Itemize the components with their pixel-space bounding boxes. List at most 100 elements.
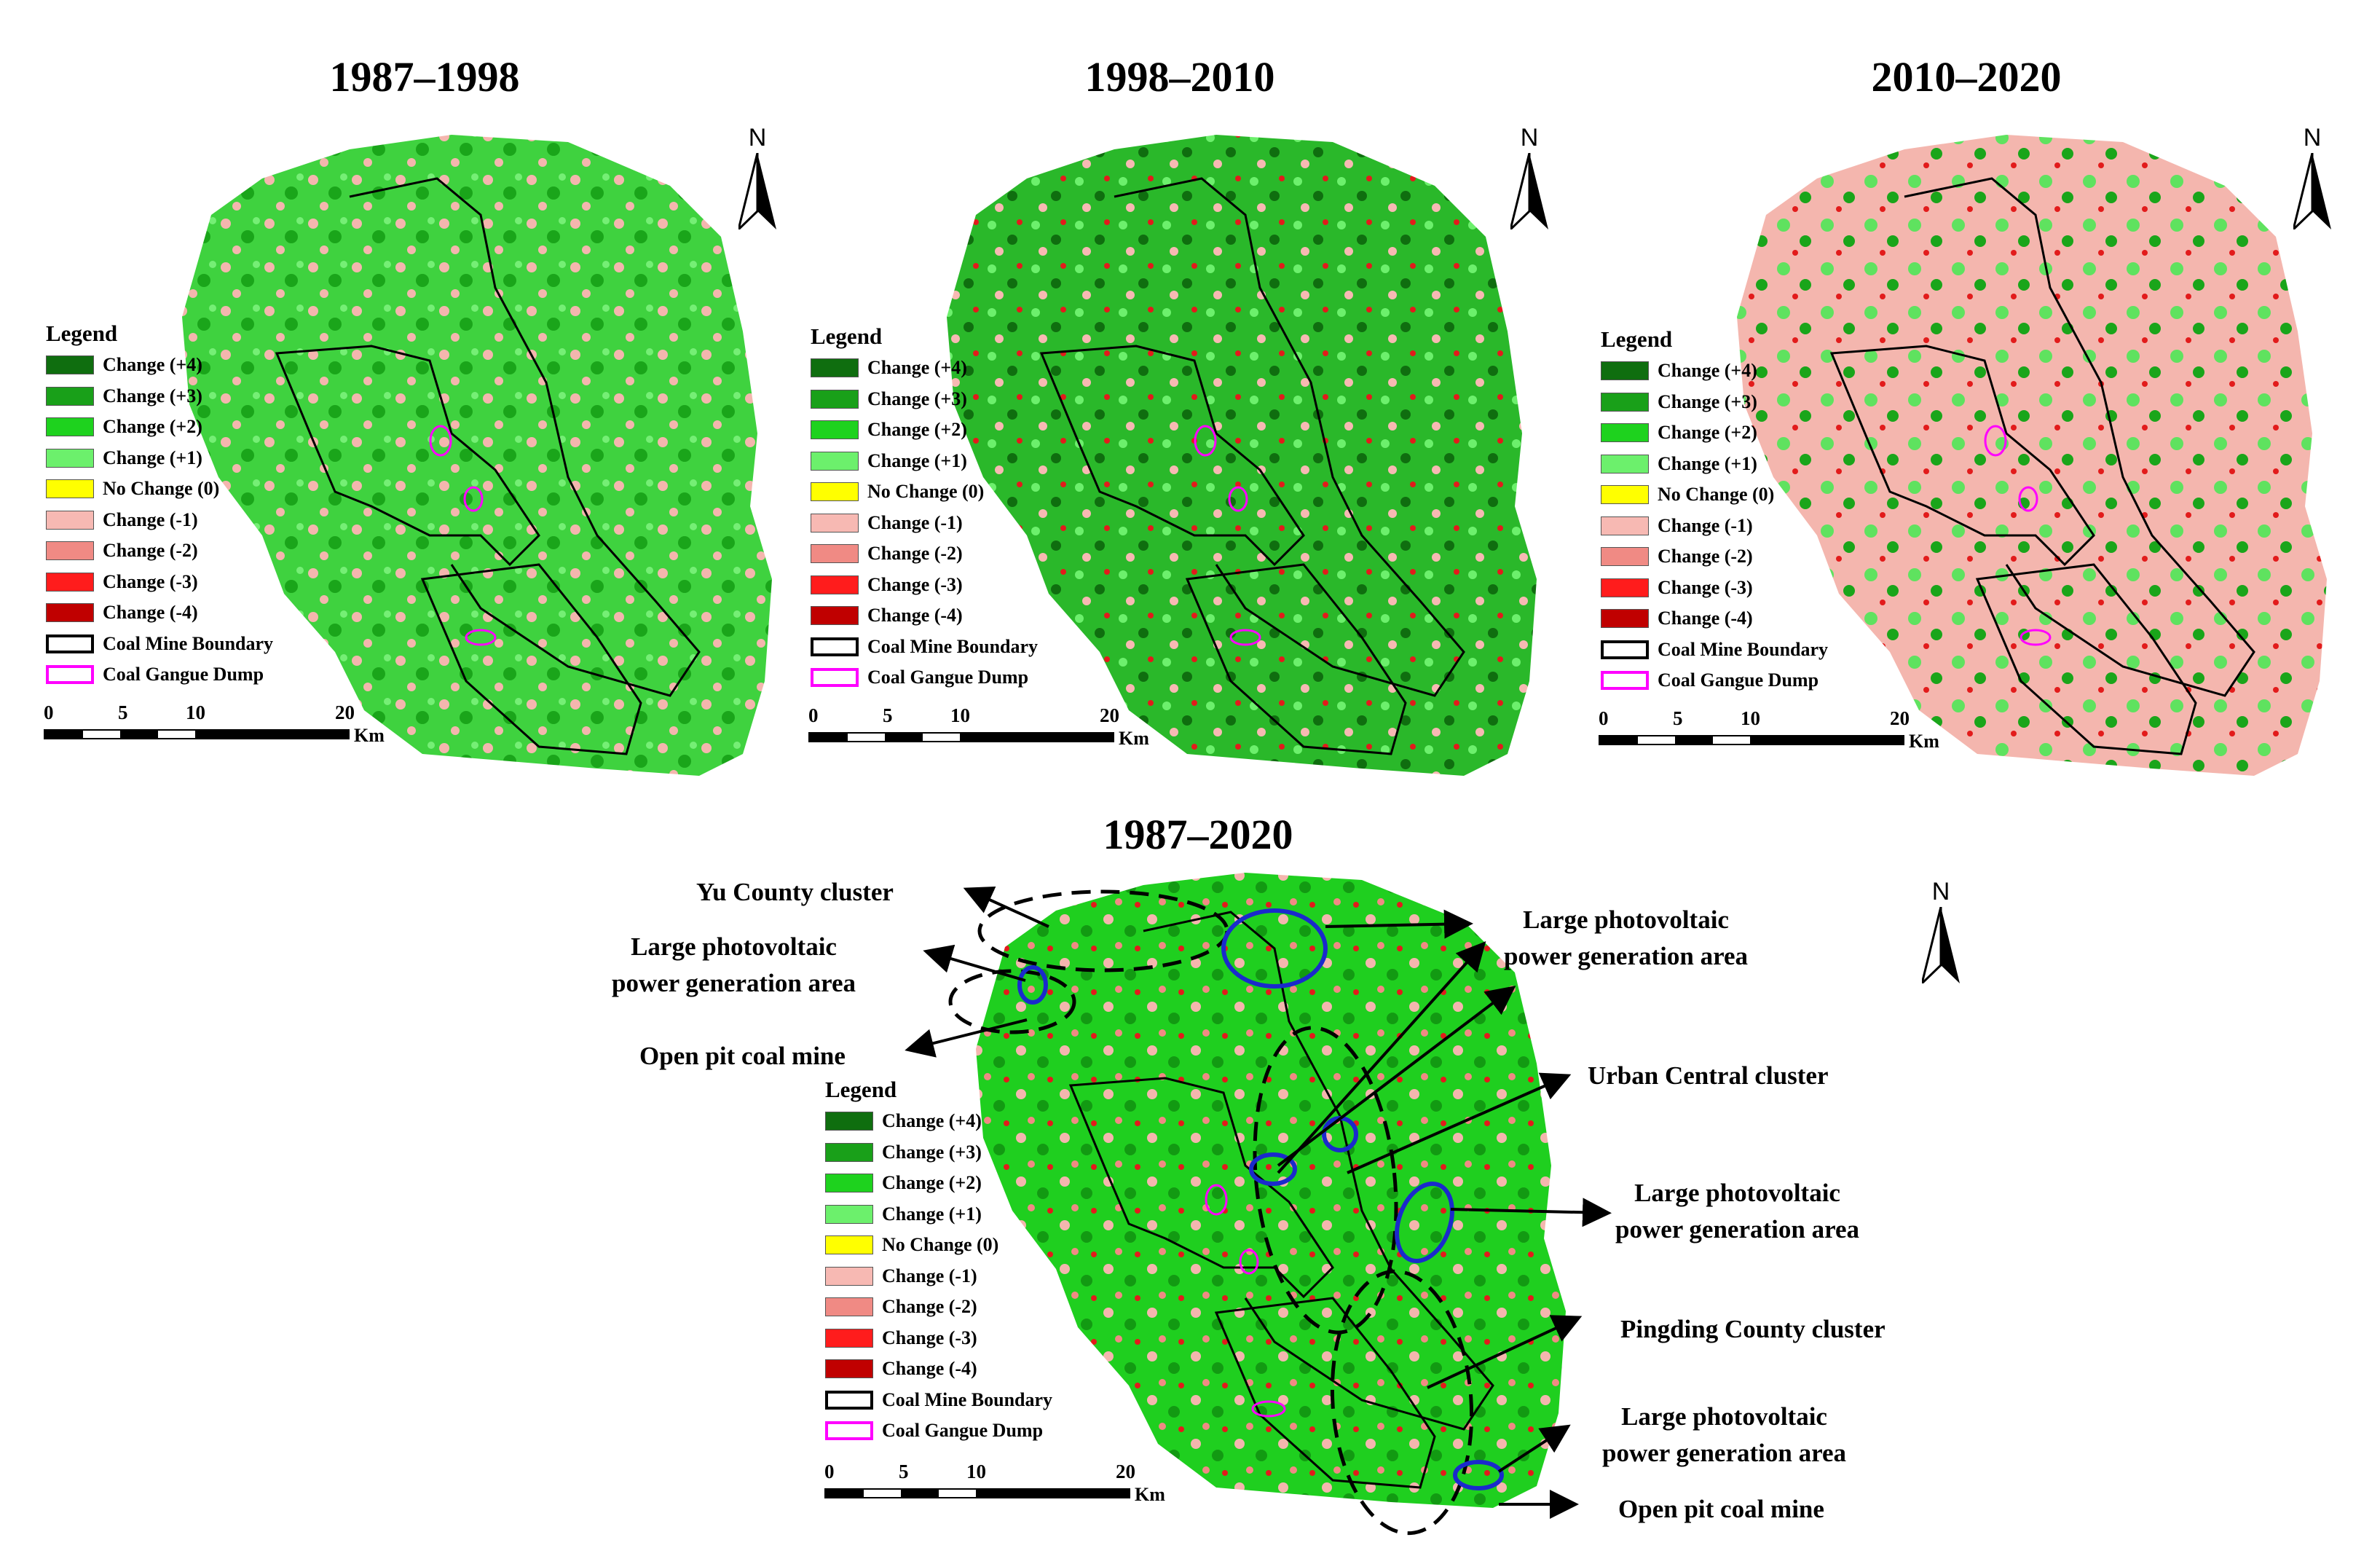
legend-swatch bbox=[1601, 361, 1649, 381]
legend-item: Change (-4) bbox=[1601, 603, 1907, 634]
legend-item: Coal Mine Boundary bbox=[46, 629, 352, 660]
annotation-urban-central: Urban Central cluster bbox=[1588, 1061, 1829, 1090]
annotation-open-pit-left: Open pit coal mine bbox=[639, 1042, 846, 1070]
legend-label: Change (+4) bbox=[103, 354, 202, 376]
annotation-pv-mid-right-line1: Large photovoltaic bbox=[1634, 1179, 1840, 1207]
legend-label: Change (-2) bbox=[103, 540, 198, 562]
legend-item: Change (-1) bbox=[1601, 511, 1907, 542]
scale-unit: Km bbox=[354, 725, 385, 746]
legend-swatch bbox=[46, 417, 94, 437]
north-arrow-icon bbox=[2293, 153, 2331, 229]
legend-label: Change (-4) bbox=[867, 605, 963, 626]
panel-title-2: 1998–2010 bbox=[1084, 53, 1275, 101]
legend-label: Change (+1) bbox=[867, 449, 967, 471]
scale-segment bbox=[1750, 736, 1903, 744]
legend-label: Coal Gangue Dump bbox=[867, 667, 1029, 688]
legend-label: Change (-3) bbox=[1658, 576, 1753, 598]
legend-swatch bbox=[1601, 547, 1649, 567]
legend-item: No Change (0) bbox=[1601, 479, 1907, 511]
legend-swatch bbox=[811, 451, 859, 471]
scale-segment bbox=[1712, 736, 1750, 744]
scale-tick-label: 10 bbox=[186, 702, 205, 723]
scale-unit: Km bbox=[1909, 731, 1939, 752]
scale-tick-label: 5 bbox=[1673, 707, 1683, 729]
annotation-pv-bottom-right: Large photovoltaic power generation area bbox=[1602, 1399, 1846, 1471]
legend-swatch bbox=[825, 1390, 873, 1410]
legend-item: Coal Mine Boundary bbox=[825, 1385, 1131, 1416]
scale-tick-label: 0 bbox=[1599, 707, 1609, 729]
scale-segment bbox=[1637, 736, 1675, 744]
annotation-pv-mid-right-line2: power generation area bbox=[1615, 1215, 1860, 1243]
legend-label: Change (+2) bbox=[882, 1172, 982, 1194]
scale-segment bbox=[847, 734, 885, 741]
legend-item: Change (-3) bbox=[825, 1323, 1131, 1354]
scale-bar-graphic bbox=[824, 1488, 1130, 1498]
legend-item: No Change (0) bbox=[46, 474, 352, 505]
legend-swatch bbox=[46, 448, 94, 468]
legend-item: Coal Mine Boundary bbox=[811, 632, 1116, 663]
legend-item: Change (-4) bbox=[46, 597, 352, 629]
legend-label: Change (+4) bbox=[882, 1110, 982, 1132]
scale-segment bbox=[1600, 736, 1638, 744]
scale-tick-label: 20 bbox=[1890, 707, 1910, 729]
change-map-1987-2020 bbox=[948, 873, 1566, 1536]
legend-item: Change (-3) bbox=[46, 567, 352, 598]
legend-item: Coal Mine Boundary bbox=[1601, 634, 1907, 666]
north-label: N bbox=[1520, 124, 1539, 152]
annotation-pv-top-right-line2: power generation area bbox=[1504, 942, 1749, 970]
legend-swatch bbox=[1601, 392, 1649, 412]
legend-label: Coal Gangue Dump bbox=[1658, 669, 1819, 691]
scale-tick-label: 5 bbox=[883, 704, 893, 726]
legend-item: Change (+2) bbox=[825, 1168, 1131, 1199]
panel-title-1: 1987–1998 bbox=[329, 53, 520, 101]
legend-item: Change (+3) bbox=[1601, 387, 1907, 418]
legend-label: Change (-3) bbox=[882, 1327, 977, 1348]
scale-segment bbox=[863, 1490, 901, 1497]
scale-segment bbox=[195, 731, 348, 738]
north-arrow-icon bbox=[738, 153, 776, 229]
scale-tick-label: 20 bbox=[1116, 1461, 1135, 1482]
scale-segment bbox=[120, 731, 158, 738]
scale-segment bbox=[157, 731, 195, 738]
legend-item: Change (-4) bbox=[811, 600, 1116, 632]
scale-bar-4: 0 5 10 20 Km bbox=[824, 1461, 1165, 1505]
legend-title: Legend bbox=[811, 323, 883, 349]
north-label: N bbox=[2303, 124, 2322, 152]
scale-bar-2: 0 5 10 20 Km bbox=[808, 704, 1149, 749]
legend-item: Change (-3) bbox=[811, 570, 1116, 601]
legend-item: Coal Gangue Dump bbox=[46, 659, 352, 691]
legend-item: Change (+3) bbox=[811, 384, 1116, 415]
legend-swatch bbox=[825, 1112, 873, 1131]
legend-label: Change (+1) bbox=[103, 447, 202, 468]
legend-swatch bbox=[811, 389, 859, 409]
legend-swatch bbox=[46, 665, 94, 685]
legend-label: Change (+3) bbox=[882, 1141, 982, 1163]
scale-unit: Km bbox=[1135, 1484, 1165, 1505]
legend-swatch bbox=[825, 1266, 873, 1286]
annotation-pingding: Pingding County cluster bbox=[1620, 1315, 1886, 1343]
legend-title: Legend bbox=[1601, 326, 1673, 352]
legend-label: Change (+3) bbox=[867, 388, 967, 409]
legend-label: Change (-2) bbox=[1658, 546, 1753, 567]
scale-segment bbox=[826, 1490, 864, 1497]
scale-segment bbox=[82, 731, 120, 738]
annotation-yu-county: Yu County cluster bbox=[696, 878, 894, 906]
scale-bar-graphic bbox=[1599, 735, 1904, 745]
annotation-open-pit-bottom: Open pit coal mine bbox=[1618, 1495, 1824, 1523]
scale-segment bbox=[45, 731, 83, 738]
legend-title: Legend bbox=[46, 321, 118, 346]
legend-swatch bbox=[825, 1204, 873, 1224]
scale-tick-label: 20 bbox=[1100, 704, 1119, 726]
north-arrow-icon bbox=[1922, 907, 1960, 983]
legend-item: Change (+3) bbox=[46, 381, 352, 412]
legend-item: Change (-2) bbox=[1601, 541, 1907, 573]
legend-label: Change (-1) bbox=[1658, 514, 1753, 536]
legend-item: Change (-2) bbox=[46, 535, 352, 567]
legend-swatch bbox=[46, 479, 94, 499]
legend-item: Change (-3) bbox=[1601, 573, 1907, 604]
scale-tick-label: 20 bbox=[335, 702, 355, 723]
legend-swatch bbox=[811, 358, 859, 378]
legend-2: Legend Change (+4) Change (+3) Change (+2) C… bbox=[811, 323, 1116, 693]
legend-item: Coal Gangue Dump bbox=[825, 1415, 1131, 1447]
legend-item: Change (-4) bbox=[825, 1353, 1131, 1385]
